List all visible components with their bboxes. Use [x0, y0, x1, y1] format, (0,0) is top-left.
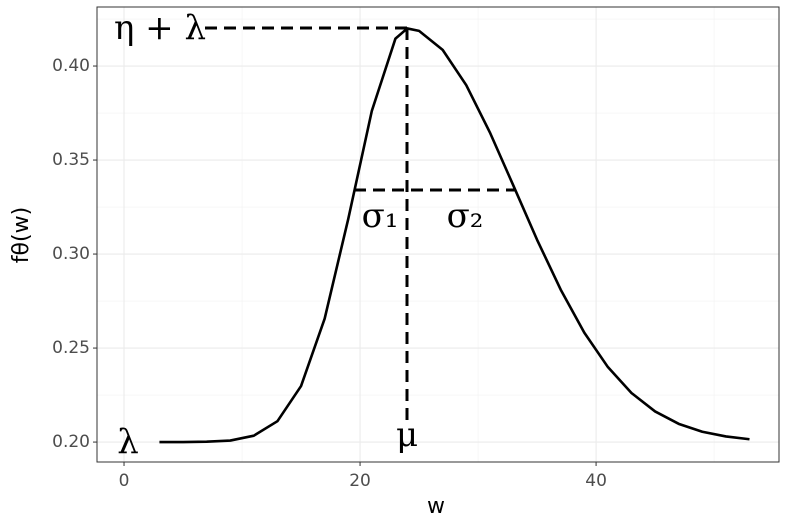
- y-tick-label: 0.35: [52, 150, 90, 170]
- annotation: η + λ: [114, 8, 206, 48]
- panel: [97, 7, 779, 462]
- y-axis-title: fθ(w): [9, 207, 34, 263]
- marks: [159, 27, 750, 444]
- x-axis-title: w: [427, 494, 445, 519]
- y-tick-label: 0.30: [52, 244, 90, 264]
- y-tick-label: 0.20: [52, 432, 90, 452]
- annotation: μ: [396, 415, 418, 455]
- x-tick-label: 20: [349, 471, 371, 491]
- series-line: [159, 27, 750, 444]
- y-tick-label: 0.40: [52, 56, 90, 76]
- guides: [205, 26, 516, 425]
- annotation: σ₁: [362, 196, 399, 236]
- annotation: λ: [117, 422, 139, 462]
- y-tick-label: 0.25: [52, 338, 90, 358]
- x-tick-label: 0: [119, 471, 130, 491]
- x-tick-label: 40: [585, 471, 607, 491]
- annotation: σ₂: [447, 196, 484, 236]
- panel-border: [96, 6, 780, 463]
